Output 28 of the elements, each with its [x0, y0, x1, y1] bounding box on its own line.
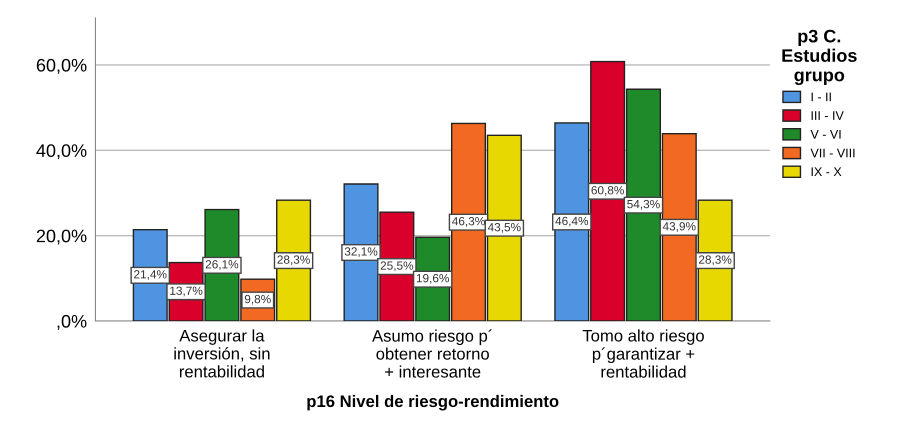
data-label: 13,7% [170, 286, 202, 296]
data-label: 26,1% [206, 260, 238, 270]
y-tick-label: 60,0% [36, 58, 86, 74]
legend-label: VII - VIII [810, 148, 854, 158]
x-tick-label: Tomo alto riesgo p´garantizar + rentabilidad [582, 329, 704, 378]
data-label: 28,3% [277, 255, 310, 266]
x-axis-title: p16 Nivel de riesgo-rendimiento [307, 394, 558, 411]
data-label: 21,4% [134, 270, 167, 280]
data-label: 25,5% [380, 261, 414, 272]
legend-label: IX - X [812, 167, 842, 176]
data-label: 28,3% [698, 255, 732, 266]
data-label: 19,6% [416, 274, 449, 284]
x-tick-label: Asegurar la inversión, sin rentabilidad [174, 329, 270, 378]
data-label: 9,8% [244, 294, 271, 305]
legend-label: III - IV [812, 111, 844, 120]
data-label: 43,5% [488, 222, 521, 233]
y-tick-label: ,0% [58, 314, 86, 330]
legend-title: p3 C. Estudios grupo [782, 30, 857, 86]
y-tick-label: 40,0% [36, 144, 86, 160]
data-label: 32,1% [344, 247, 378, 258]
y-tick-label: 20,0% [36, 230, 86, 244]
data-label: 43,9% [662, 222, 696, 232]
x-tick-label: Asumo riesgo p´ obtener retorno + interesante [372, 329, 492, 378]
legend-label: I - II [812, 92, 831, 102]
data-label: 54,3% [627, 200, 660, 210]
data-label: 60,8% [591, 186, 624, 196]
legend-label: V - VI [810, 130, 841, 139]
data-label: 46,4% [555, 216, 588, 227]
